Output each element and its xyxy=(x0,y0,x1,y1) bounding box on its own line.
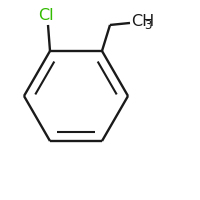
Text: CH: CH xyxy=(131,14,154,29)
Text: Cl: Cl xyxy=(38,8,54,23)
Text: 3: 3 xyxy=(145,19,152,32)
